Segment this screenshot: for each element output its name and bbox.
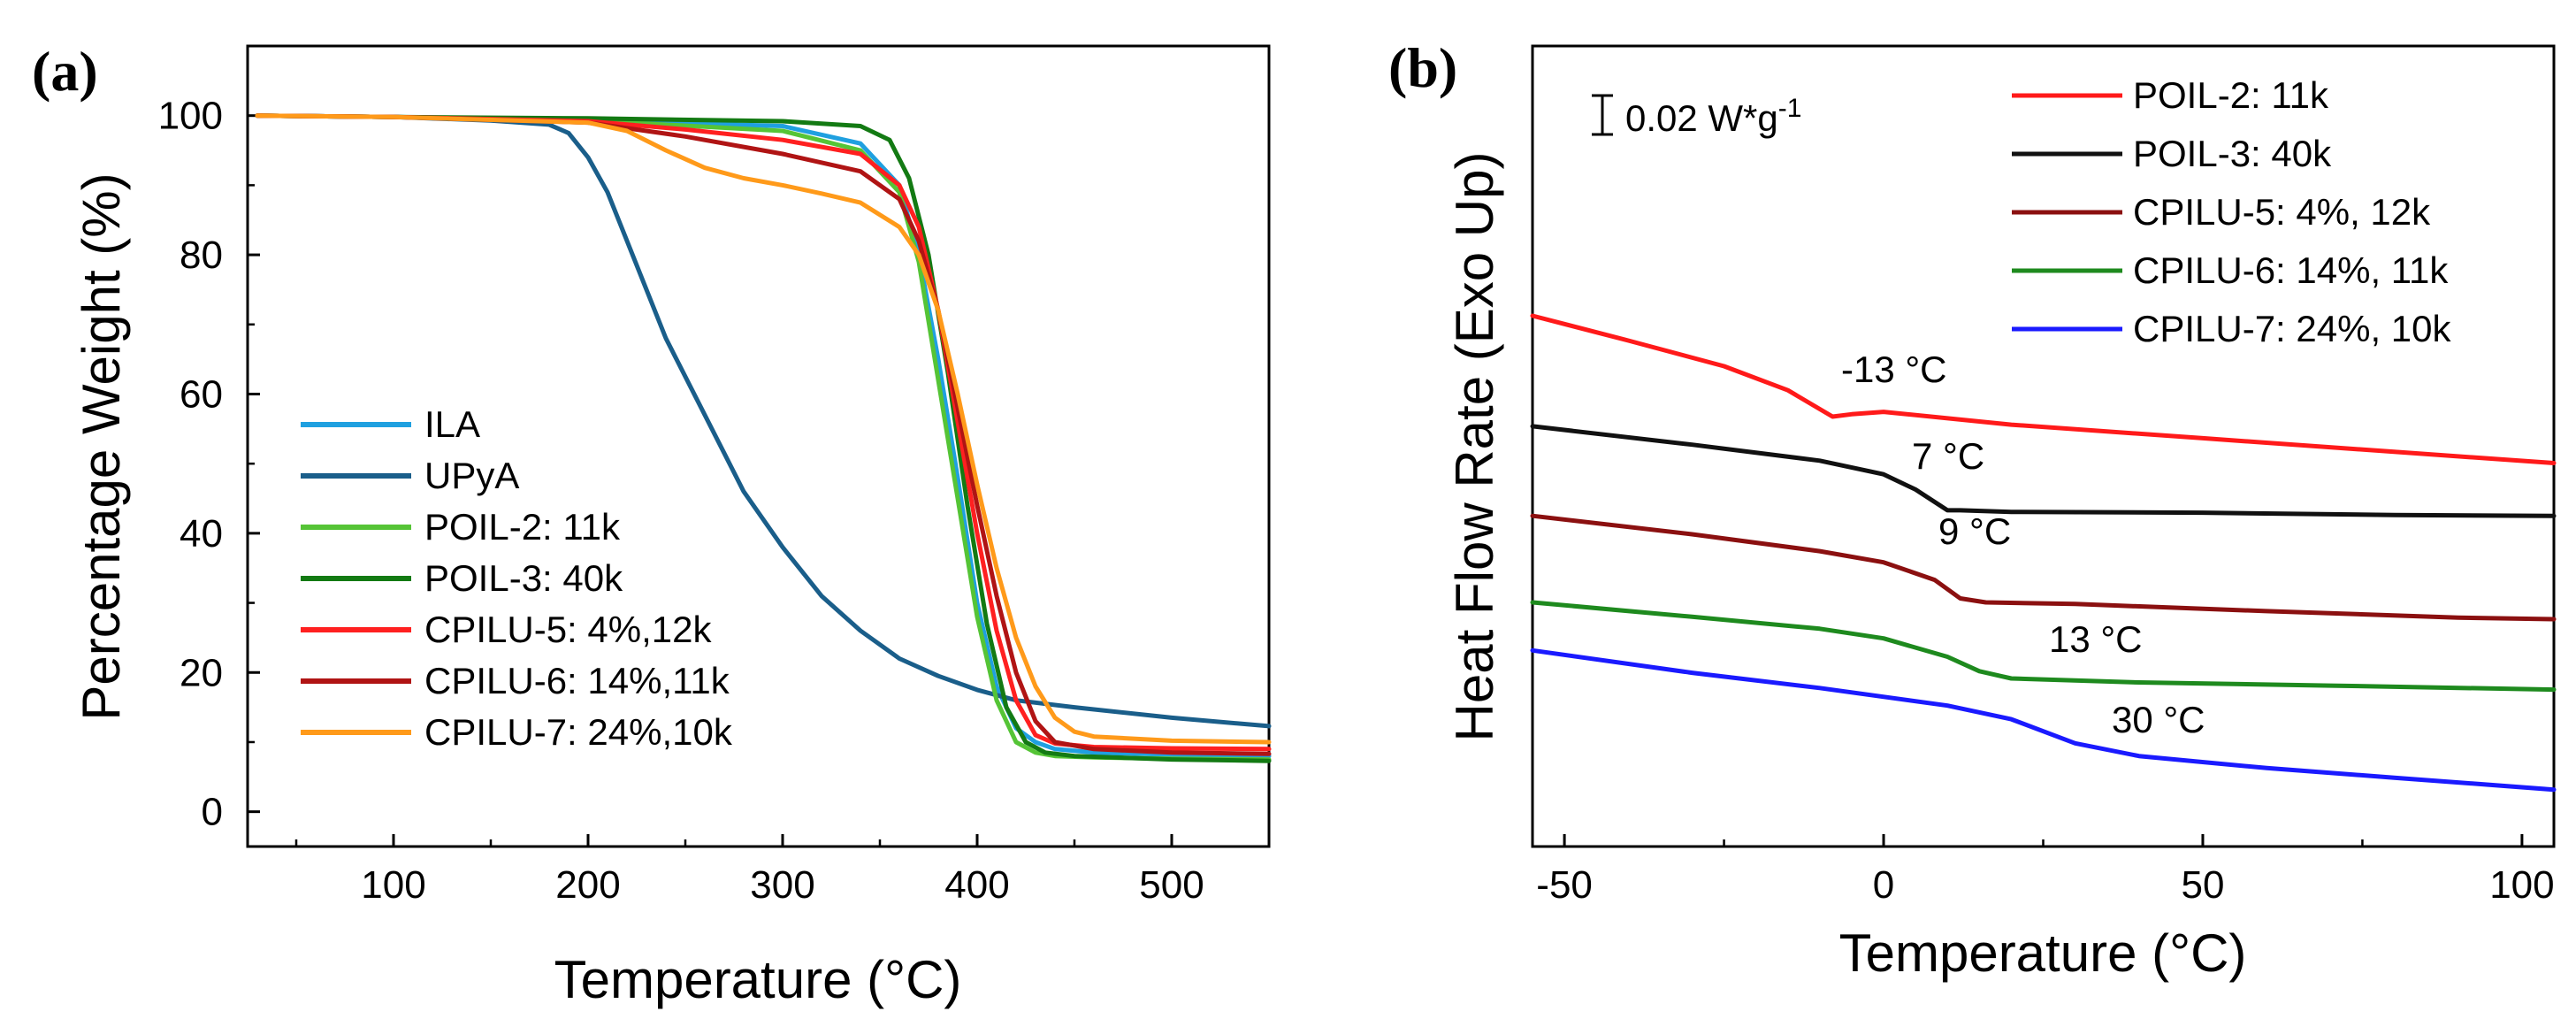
legend-label-cpilu-5-4-12k: CPILU-5: 4%, 12k: [2133, 191, 2431, 233]
legend-label-cpilu-7-24-10k: CPILU-7: 24%,10k: [424, 711, 733, 753]
panel-a-x-axis-title: Temperature (°C): [554, 950, 962, 1009]
panel-b-label: (b): [1388, 36, 1457, 99]
series-ila: [255, 113, 1272, 759]
y-tick-label: 40: [180, 512, 223, 555]
x-tick-label: 300: [750, 863, 814, 907]
panel-a-legend: ILA UPyA POIL-2: 11k POIL-3: 40k CPILU-5: 4%…: [301, 403, 733, 753]
tg-annotation: 13 °C: [2049, 618, 2143, 660]
x-tick-label: -50: [1536, 863, 1593, 907]
panel-a-y-axis-title: Percentage Weight (%): [72, 172, 131, 720]
legend-label-cpilu-5-4-12k: CPILU-5: 4%,12k: [424, 609, 712, 650]
panel-b-y-axis-title: Heat Flow Rate (Exo Up): [1445, 152, 1504, 742]
series-poil-3-40k: [1530, 424, 2557, 518]
legend-label-cpilu-7-24-10k: CPILU-7: 24%, 10k: [2133, 308, 2452, 349]
tg-annotation: 9 °C: [1938, 510, 2011, 552]
y-tick-label: 0: [202, 791, 223, 834]
series-cpilu-7-24-10k: [255, 113, 1272, 745]
panel-b-x-axis-title: Temperature (°C): [1839, 923, 2247, 983]
series-poil-3-40k: [255, 113, 1272, 763]
panel-b-ticks: [1563, 834, 2524, 847]
x-tick-label: 100: [361, 863, 425, 907]
panel-a-plot-frame: [246, 44, 1271, 848]
x-tick-label: 50: [2181, 863, 2224, 907]
legend-label-poil-3-40k: POIL-3: 40k: [2133, 133, 2332, 174]
series-cpilu-6-14-11k: [1530, 600, 2557, 693]
series-cpilu-5-4-12k: [255, 113, 1272, 752]
panel-a: (a) 100 200 300 400 500 0 20 40 60 80 100 ILA UPyA…: [32, 40, 1272, 1009]
y-tick-label: 20: [180, 651, 223, 694]
series-poil-2-11k: [1530, 313, 2557, 465]
series-cpilu-7-24-10k: [1530, 647, 2557, 793]
y-tick-label: 80: [180, 234, 223, 277]
series-poil-2-11k: [255, 113, 1272, 762]
tg-annotation: 7 °C: [1912, 435, 1984, 477]
panel-b-x-tick-labels: -50 0 50 100: [1536, 863, 2554, 907]
series-cpilu-6-14-11k: [255, 113, 1272, 756]
panel-a-series: [255, 113, 1272, 763]
legend-label-ila: ILA: [424, 403, 480, 445]
series-upya: [255, 113, 1272, 729]
panel-b-scale-bar: 0.02 W*g-1: [1592, 94, 1801, 139]
panel-b: (b) -50 0 50 100 POIL-2: 11k POIL-3: 40k CPIL…: [1388, 36, 2557, 983]
y-tick-label: 100: [158, 95, 223, 138]
x-tick-label: 0: [1873, 863, 1894, 907]
series-cpilu-5-4-12k: [1530, 513, 2557, 622]
scale-bar-label: 0.02 W*g-1: [1625, 94, 1801, 139]
legend-label-cpilu-6-14-11k: CPILU-6: 14%, 11k: [2133, 249, 2449, 291]
legend-label-poil-2-11k: POIL-2: 11k: [2133, 74, 2329, 116]
legend-label-poil-3-40k: POIL-3: 40k: [424, 557, 623, 599]
legend-label-poil-2-11k: POIL-2: 11k: [424, 506, 621, 548]
legend-label-upya: UPyA: [424, 455, 519, 496]
x-tick-label: 200: [555, 863, 620, 907]
tg-annotation: -13 °C: [1841, 349, 1947, 390]
y-tick-label: 60: [180, 372, 223, 416]
panel-b-plot-frame: [1531, 44, 2556, 848]
panel-b-annotations: -13 °C 7 °C 9 °C 13 °C 30 °C: [1841, 349, 2205, 740]
x-tick-label: 400: [944, 863, 1009, 907]
x-tick-label: 100: [2489, 863, 2554, 907]
tg-annotation: 30 °C: [2112, 699, 2205, 740]
panel-b-legend: POIL-2: 11k POIL-3: 40k CPILU-5: 4%, 12k CP…: [2012, 74, 2452, 349]
panel-b-series: [1530, 313, 2557, 793]
legend-label-cpilu-6-14-11k: CPILU-6: 14%,11k: [424, 660, 730, 701]
panel-a-ticks: [248, 44, 1271, 847]
panel-a-x-tick-labels: 100 200 300 400 500: [361, 863, 1204, 907]
panel-a-label: (a): [32, 40, 98, 103]
panel-a-y-tick-labels: 0 20 40 60 80 100: [158, 95, 223, 834]
x-tick-label: 500: [1139, 863, 1204, 907]
